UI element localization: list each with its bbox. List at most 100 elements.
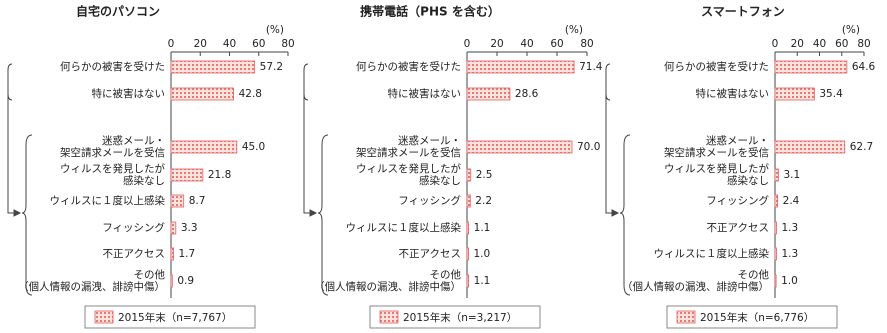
category-label: 特に被害はない <box>92 87 166 100</box>
bar <box>170 274 173 288</box>
category-label: その他（個人情報の漏洩、誹謗中傷） <box>622 268 769 293</box>
value-label: 21.8 <box>208 169 231 181</box>
x-tick-label: 20 <box>490 38 503 50</box>
value-label: 3.3 <box>181 222 198 234</box>
value-label: 42.8 <box>239 88 262 100</box>
legend-label: 2015年末（n=3,217） <box>403 311 517 324</box>
legend-label: 2015年末（n=6,776） <box>700 311 814 324</box>
bar <box>466 60 575 74</box>
value-label: 1.1 <box>474 275 491 287</box>
x-tick-label: 20 <box>791 38 804 50</box>
value-label: 2.5 <box>476 169 493 181</box>
x-tick-label: 40 <box>813 38 826 50</box>
x-tick-label: 0 <box>772 38 779 50</box>
value-label: 57.2 <box>260 61 283 73</box>
unit-label: (%) <box>266 24 284 36</box>
category-label: ウィルスを発見したが感染なし <box>60 162 165 187</box>
category-label: ウィルスに１度以上感染 <box>50 194 166 207</box>
value-label: 28.6 <box>515 88 539 100</box>
category-label: 不正アクセス <box>399 248 461 260</box>
value-label: 64.6 <box>852 61 876 73</box>
value-label: 62.7 <box>850 141 873 153</box>
legend-box <box>369 305 541 329</box>
x-tick-label: 40 <box>520 38 533 50</box>
brace <box>619 134 631 296</box>
chart-title: 携帯電話（PHS を含む） <box>360 4 500 19</box>
category-label: 迷惑メール・架空請求メールを受信 <box>664 134 769 159</box>
value-label: 2.2 <box>475 195 492 207</box>
bracket <box>303 63 314 214</box>
category-label: フィッシング <box>398 194 461 207</box>
unit-label: (%) <box>842 24 860 36</box>
bar <box>774 221 777 235</box>
bar <box>774 247 777 261</box>
value-label: 35.4 <box>819 88 843 100</box>
bar <box>170 60 256 74</box>
brackets <box>7 63 631 296</box>
x-tick-label: 60 <box>550 38 563 50</box>
x-tick-label: 80 <box>580 38 593 50</box>
value-label: 2.4 <box>783 195 800 207</box>
x-tick-label: 60 <box>835 38 848 50</box>
legend-swatch <box>676 310 696 324</box>
category-label: フィッシング <box>706 194 769 207</box>
bar <box>466 87 511 101</box>
bar <box>170 87 234 101</box>
chart-title: 自宅のパソコン <box>76 4 160 19</box>
bar <box>170 247 174 261</box>
category-label: ウィルスに１度以上感染 <box>346 221 462 234</box>
arrow <box>13 209 22 217</box>
category-label: その他（個人情報の漏洩、誹謗中傷） <box>314 268 461 293</box>
bar <box>774 87 815 101</box>
category-label: ウィルスを発見したが感染なし <box>356 162 461 187</box>
bar <box>466 168 472 182</box>
category-label: 不正アクセス <box>103 248 165 260</box>
bar <box>774 194 779 208</box>
bar <box>774 140 846 154</box>
category-label: 迷惑メール・架空請求メールを受信 <box>356 134 461 159</box>
brace <box>317 134 329 296</box>
x-tick-label: 0 <box>168 38 175 50</box>
category-label: フィッシング <box>102 221 165 234</box>
unit-label: (%) <box>565 24 583 36</box>
legend-box <box>84 305 256 329</box>
bar <box>170 221 177 235</box>
value-label: 1.0 <box>474 248 491 260</box>
bracket <box>605 63 616 214</box>
category-label: 迷惑メール・架空請求メールを受信 <box>60 134 165 159</box>
bar <box>774 274 777 288</box>
arrow <box>611 209 620 217</box>
category-label: 特に被害はない <box>696 87 770 100</box>
category-label: ウィルスを発見したが感染なし <box>664 162 769 187</box>
x-tick-label: 20 <box>194 38 207 50</box>
category-label: 不正アクセス <box>707 222 769 234</box>
value-label: 0.9 <box>177 275 194 287</box>
x-tick-label: 60 <box>252 38 265 50</box>
value-label: 1.3 <box>781 222 798 234</box>
value-label: 1.0 <box>781 275 798 287</box>
bar <box>774 60 848 74</box>
category-label: 何らかの被害を受けた <box>60 60 165 73</box>
value-label: 1.1 <box>474 222 491 234</box>
value-label: 3.1 <box>783 169 800 181</box>
bar <box>466 140 573 154</box>
x-tick-label: 0 <box>464 38 471 50</box>
legend-label: 2015年末（n=7,767） <box>118 311 232 324</box>
bar <box>466 221 470 235</box>
bar <box>466 194 471 208</box>
category-label: その他（個人情報の漏洩、誹謗中傷） <box>18 268 165 293</box>
legend-swatch <box>94 310 114 324</box>
value-label: 1.7 <box>178 248 195 260</box>
legend-box <box>666 305 838 329</box>
value-label: 1.3 <box>781 248 798 260</box>
bar <box>170 140 238 154</box>
x-tick-label: 80 <box>857 38 870 50</box>
bar <box>466 274 470 288</box>
bar <box>466 247 469 261</box>
brace <box>21 134 33 296</box>
value-label: 8.7 <box>189 195 206 207</box>
arrow <box>309 209 318 217</box>
category-label: 特に被害はない <box>388 87 462 100</box>
x-tick-label: 80 <box>281 38 294 50</box>
